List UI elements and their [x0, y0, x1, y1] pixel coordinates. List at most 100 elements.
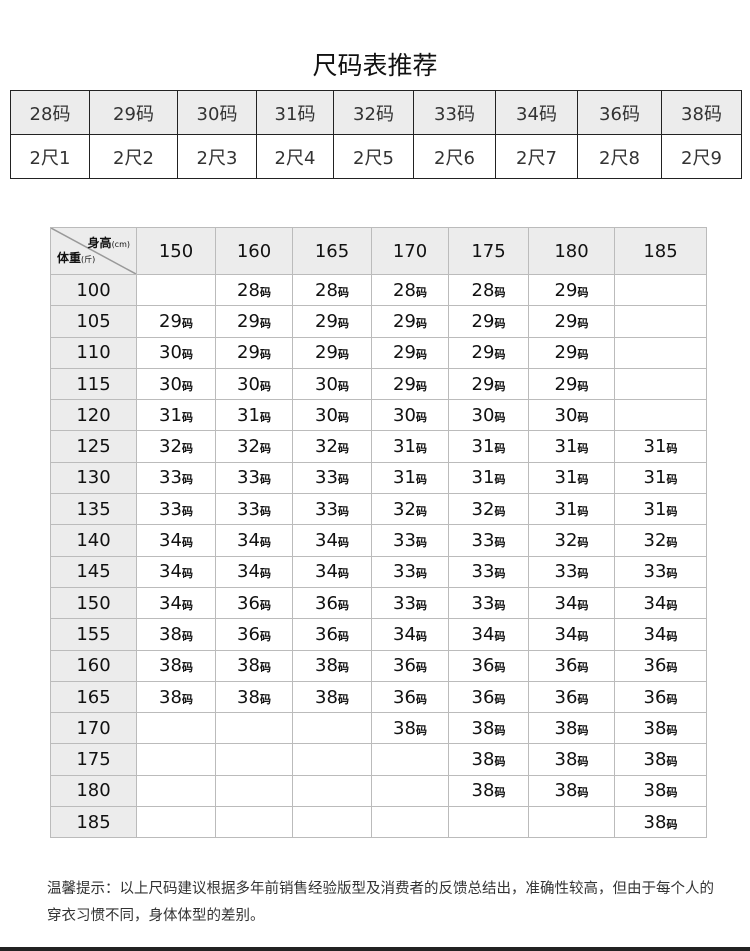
- size-unit: 码: [337, 629, 349, 643]
- size-recommendation-cell: [292, 806, 372, 839]
- size-recommendation-cell: [614, 273, 707, 307]
- size-recommendation-cell: [136, 774, 216, 808]
- height-header-cell: 180: [528, 227, 615, 275]
- size-number: 29: [554, 373, 578, 395]
- size-number: 30: [159, 373, 182, 395]
- size-recommendation-cell: [371, 806, 449, 839]
- size-unit: 码: [577, 379, 589, 393]
- height-axis-label: 身高(cm): [88, 234, 130, 251]
- size-recommendation-cell: 34码: [614, 586, 707, 620]
- size-number: 34: [159, 592, 182, 614]
- size-unit: 码: [337, 661, 349, 675]
- size-recommendation-cell: 38码: [215, 680, 293, 714]
- size-recommendation-cell: 36码: [292, 586, 372, 620]
- size-number: 36: [471, 655, 495, 677]
- size-recommendation-cell: 38码: [614, 743, 707, 776]
- size-recommendation-cell: 34码: [528, 586, 615, 620]
- size-recommendation-cell: 29码: [215, 305, 293, 338]
- size-recommendation-cell: 38码: [614, 712, 707, 745]
- size-cell: 32码: [333, 90, 414, 135]
- size-number: 29: [159, 310, 182, 332]
- size-unit: 码: [415, 504, 427, 518]
- size-unit: 码: [181, 379, 193, 393]
- size-recommendation-cell: 34码: [292, 524, 372, 557]
- size-recommendation-cell: 38码: [371, 712, 449, 745]
- size-number: 31: [554, 467, 578, 489]
- weight-header-cell: 150: [50, 586, 137, 620]
- size-unit: 码: [415, 316, 427, 330]
- size-unit: 码: [337, 692, 349, 706]
- size-unit: 码: [666, 598, 678, 612]
- size-recommendation-cell: 36码: [614, 649, 707, 682]
- size-unit: 码: [494, 661, 506, 675]
- size-number: 34: [237, 530, 260, 552]
- size-number: 33: [315, 467, 338, 489]
- size-recommendation-cell: 36码: [215, 586, 293, 620]
- size-recommendation-cell: 33码: [136, 461, 216, 495]
- waist-cell: 2尺2: [89, 134, 178, 179]
- size-number: 28: [237, 279, 260, 301]
- size-number: 38: [471, 780, 495, 802]
- weight-header-cell: 160: [50, 649, 137, 682]
- size-recommendation-cell: 31码: [528, 461, 615, 495]
- size-recommendation-cell: 38码: [614, 806, 707, 839]
- size-recommendation-cell: 29码: [371, 367, 449, 401]
- size-recommendation-cell: 36码: [215, 618, 293, 651]
- size-recommendation-cell: 33码: [448, 555, 529, 588]
- size-unit: 码: [494, 786, 506, 800]
- size-unit: 码: [577, 661, 589, 675]
- size-number: 31: [393, 467, 416, 489]
- size-unit: 码: [415, 536, 427, 550]
- size-number: 32: [159, 436, 182, 458]
- size-unit: 码: [337, 536, 349, 550]
- size-recommendation-cell: 31码: [371, 461, 449, 495]
- size-unit: 码: [666, 504, 678, 518]
- weight-header-cell: 145: [50, 555, 137, 588]
- size-number: 34: [554, 623, 578, 645]
- size-number: 32: [237, 436, 260, 458]
- size-cell: 28码: [10, 90, 90, 135]
- size-number: 29: [471, 310, 495, 332]
- size-recommendation-cell: 38码: [136, 680, 216, 714]
- size-unit: 码: [415, 723, 427, 737]
- size-recommendation-cell: 29码: [215, 336, 293, 369]
- size-unit: 码: [181, 536, 193, 550]
- size-unit: 码: [337, 504, 349, 518]
- diagonal-divider: [51, 228, 136, 274]
- size-number: 33: [471, 561, 495, 583]
- size-recommendation-cell: [215, 806, 293, 839]
- size-recommendation-cell: 38码: [292, 649, 372, 682]
- size-number: 38: [159, 623, 182, 645]
- size-recommendation-cell: 38码: [215, 649, 293, 682]
- size-number: 32: [643, 530, 667, 552]
- size-unit: 码: [577, 473, 589, 487]
- size-number: 30: [554, 404, 578, 426]
- size-recommendation-cell: 31码: [614, 430, 707, 463]
- size-unit: 码: [259, 629, 271, 643]
- size-number: 29: [554, 342, 578, 364]
- size-number: 34: [315, 561, 338, 583]
- size-recommendation-cell: 32码: [136, 430, 216, 463]
- waist-cell: 2尺3: [177, 134, 257, 179]
- size-unit: 码: [494, 316, 506, 330]
- height-label: 身高: [87, 236, 112, 250]
- size-number: 36: [554, 686, 578, 708]
- size-unit: 码: [181, 442, 193, 456]
- size-recommendation-cell: 29码: [292, 305, 372, 338]
- page-title: 尺码表推荐: [312, 51, 438, 80]
- size-number: 30: [237, 373, 260, 395]
- size-number: 31: [643, 467, 667, 489]
- size-unit: 码: [666, 723, 678, 737]
- size-number: 29: [471, 342, 495, 364]
- size-number: 30: [315, 373, 338, 395]
- size-unit: 码: [259, 442, 271, 456]
- table-row: 105 29码 29码 29码 29码 29码 29码: [50, 305, 707, 338]
- size-number: 31: [643, 436, 667, 458]
- size-unit: 码: [337, 285, 349, 299]
- size-recommendation-cell: 36码: [448, 680, 529, 714]
- size-number: 33: [471, 530, 495, 552]
- height-header-cell: 165: [292, 227, 372, 275]
- size-cell: 34码: [495, 90, 578, 135]
- size-recommendation-cell: 32码: [215, 430, 293, 463]
- size-unit: 码: [415, 379, 427, 393]
